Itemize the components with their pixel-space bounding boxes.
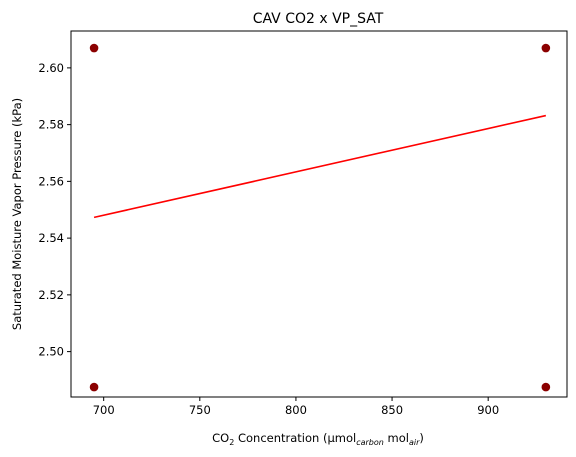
y-tick-label: 2.58 — [38, 118, 64, 132]
scatter-point — [89, 382, 99, 392]
data-marks — [89, 43, 551, 392]
axis-ticks: 700 750 800 850 900 2.50 2.52 2.54 2.56 2.58 2.60 — [38, 61, 499, 417]
x-tick-label: 800 — [285, 403, 307, 417]
x-tick-label: 900 — [477, 403, 499, 417]
y-tick-label: 2.60 — [38, 61, 64, 75]
x-tick-label: 700 — [93, 403, 115, 417]
y-tick-label: 2.54 — [38, 231, 64, 245]
chart-title: CAV CO2 x VP_SAT — [253, 11, 384, 27]
scatter-point — [89, 43, 99, 53]
y-tick-label: 2.56 — [38, 174, 64, 188]
axes-frame — [70, 30, 568, 398]
x-axis-label: CO2 Concentration (µmolcarbon molair) — [212, 431, 424, 447]
scatter-point — [541, 43, 551, 53]
x-tick-label: 850 — [381, 403, 403, 417]
x-tick-label: 750 — [189, 403, 211, 417]
y-tick-label: 2.50 — [38, 345, 64, 359]
y-axis-label: Saturated Moisture Vapor Pressure (kPa) — [10, 98, 24, 330]
scatter-point — [541, 382, 551, 392]
y-tick-label: 2.52 — [38, 288, 64, 302]
regression-line — [93, 114, 547, 219]
